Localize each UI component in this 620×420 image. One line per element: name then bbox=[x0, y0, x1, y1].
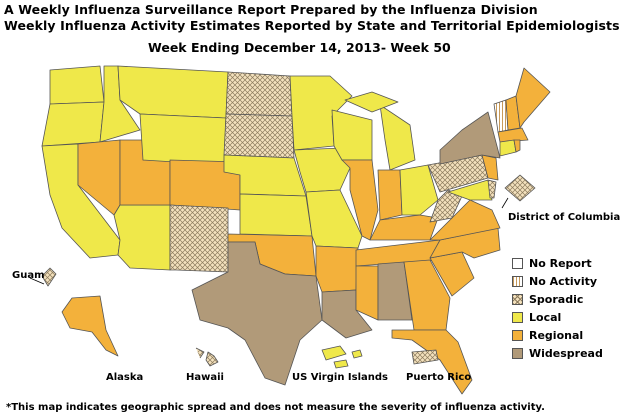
legend-swatch bbox=[512, 311, 523, 323]
legend-label: Local bbox=[529, 310, 562, 324]
footnote: *This map indicates geographic spread an… bbox=[6, 402, 545, 413]
territory-puerto-rico bbox=[411, 349, 439, 365]
state-washington bbox=[49, 65, 105, 105]
state-mississippi bbox=[355, 265, 379, 321]
state-arizona bbox=[113, 204, 171, 271]
legend-item: No Activity bbox=[512, 272, 603, 290]
state-west-virginia bbox=[429, 189, 463, 223]
legend-item: Regional bbox=[512, 326, 603, 344]
legend-swatch bbox=[512, 275, 523, 287]
state-kansas bbox=[239, 193, 313, 237]
legend-label: Regional bbox=[529, 328, 584, 342]
state-hawaii bbox=[195, 347, 219, 367]
state-illinois bbox=[341, 159, 379, 241]
legend-swatch bbox=[512, 329, 523, 341]
state-michigan-up bbox=[344, 91, 399, 113]
state-georgia bbox=[403, 259, 451, 331]
label-alaska: Alaska bbox=[106, 372, 144, 383]
state-alabama bbox=[377, 261, 413, 321]
territory-guam bbox=[41, 267, 57, 287]
state-indiana bbox=[377, 169, 403, 221]
state-florida bbox=[391, 329, 473, 395]
state-michigan bbox=[379, 104, 416, 171]
state-delaware bbox=[487, 179, 497, 199]
state-montana bbox=[117, 65, 229, 119]
legend-swatch bbox=[512, 293, 523, 305]
state-new-mexico bbox=[169, 204, 229, 273]
legend-swatch bbox=[512, 347, 523, 359]
legend-item: Local bbox=[512, 308, 603, 326]
legend-swatch bbox=[512, 257, 523, 269]
state-new-york bbox=[439, 111, 501, 165]
state-ohio bbox=[399, 164, 439, 216]
state-kentucky bbox=[369, 214, 439, 241]
state-maryland bbox=[447, 179, 493, 201]
state-rhode-island bbox=[513, 139, 521, 153]
territory-usvi bbox=[321, 345, 363, 369]
dc-inset bbox=[504, 174, 536, 202]
state-connecticut bbox=[499, 139, 517, 157]
week-label: Week Ending December 14, 2013- Week 50 bbox=[148, 40, 451, 55]
state-new-jersey bbox=[481, 154, 499, 181]
report-subtitle: Weekly Influenza Activity Estimates Repo… bbox=[4, 18, 620, 33]
state-wyoming bbox=[139, 113, 227, 166]
legend-item: Widespread bbox=[512, 344, 603, 362]
state-vermont bbox=[493, 99, 509, 133]
state-alaska bbox=[61, 295, 119, 357]
legend-label: No Activity bbox=[529, 274, 598, 288]
state-wisconsin bbox=[331, 109, 373, 161]
label-puerto-rico: Puerto Rico bbox=[406, 372, 472, 383]
state-oregon bbox=[41, 101, 105, 147]
legend-label: Widespread bbox=[529, 346, 603, 360]
state-massachusetts bbox=[497, 127, 529, 143]
legend-label: No Report bbox=[529, 256, 592, 270]
map-legend: No Report No Activity Sporadic Local Reg… bbox=[512, 254, 603, 362]
label-guam: Guam bbox=[12, 270, 45, 281]
label-hawaii: Hawaii bbox=[186, 372, 224, 383]
report-title: A Weekly Influenza Surveillance Report P… bbox=[4, 2, 538, 17]
label-us-virgin-islands: US Virgin Islands bbox=[292, 372, 388, 383]
state-arkansas bbox=[315, 245, 359, 293]
state-texas bbox=[191, 241, 323, 386]
legend-item: Sporadic bbox=[512, 290, 603, 308]
legend-label: Sporadic bbox=[529, 292, 584, 306]
label-district-of-columbia: District of Columbia bbox=[508, 212, 620, 223]
state-maine bbox=[515, 67, 551, 129]
state-north-dakota bbox=[225, 71, 293, 117]
state-south-dakota bbox=[223, 113, 295, 159]
legend-item: No Report bbox=[512, 254, 603, 272]
